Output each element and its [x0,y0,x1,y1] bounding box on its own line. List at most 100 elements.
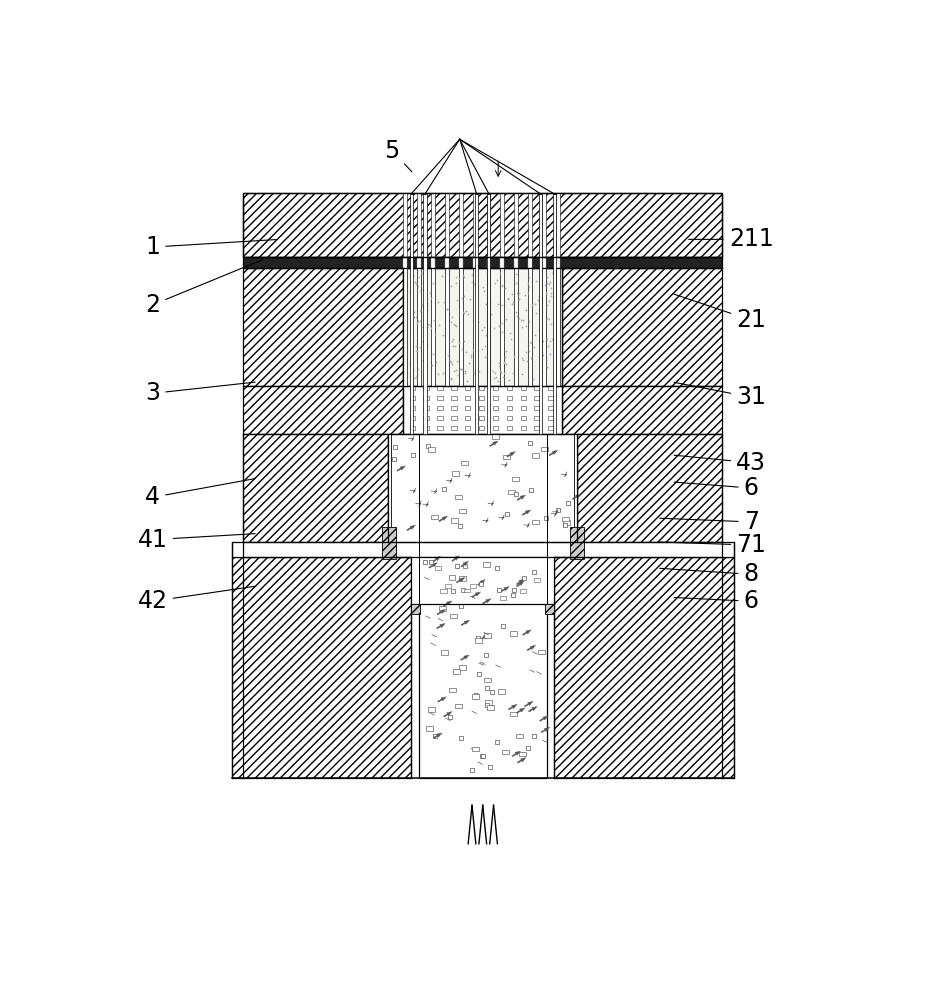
Bar [521,386,526,389]
FancyArrow shape [397,466,405,471]
Bar [548,426,554,430]
FancyArrow shape [517,758,526,763]
Bar [487,268,491,386]
Bar [553,194,556,434]
FancyArrow shape [461,620,469,626]
FancyArrow shape [500,587,510,592]
Bar [541,447,547,451]
FancyArrow shape [516,581,524,587]
Bar [479,416,484,420]
Bar [453,669,460,674]
Bar [500,268,504,386]
Bar [542,257,546,268]
Bar [533,578,540,582]
FancyArrow shape [525,701,533,707]
FancyArrow shape [437,609,446,615]
Bar [562,386,723,434]
Bar [479,426,484,430]
Bar [563,520,570,525]
Text: 43: 43 [674,451,766,475]
FancyArrow shape [407,525,415,531]
Bar [473,193,477,257]
Text: 4: 4 [145,479,255,509]
Text: 71: 71 [659,533,766,557]
Bar [556,268,560,386]
Bar [437,386,443,389]
Bar [520,589,526,593]
Bar [562,268,723,386]
Bar [521,416,526,420]
Bar [428,707,435,712]
FancyArrow shape [479,635,488,640]
Bar [450,614,457,618]
Bar [521,426,526,430]
FancyArrow shape [509,704,517,710]
Bar [431,268,435,386]
Bar [382,527,396,559]
Bar [507,416,512,420]
FancyArrow shape [439,516,447,522]
Bar [570,527,584,559]
Bar [461,461,467,465]
FancyArrow shape [528,707,537,712]
Text: 6: 6 [674,589,758,613]
Bar [487,705,494,710]
Text: 7: 7 [659,510,758,534]
Bar [410,386,415,389]
FancyArrow shape [517,495,526,501]
Bar [419,557,546,604]
Bar [463,589,470,592]
Bar [243,434,388,542]
Bar [510,631,517,636]
Bar [555,557,734,778]
Text: 42: 42 [138,586,255,613]
Bar [403,386,562,434]
Bar [534,416,540,420]
Bar [542,268,546,386]
FancyArrow shape [444,601,452,606]
Bar [498,689,505,694]
Text: 31: 31 [674,382,766,409]
FancyArrow shape [456,577,464,583]
Bar [243,386,403,434]
Bar [503,455,510,459]
Bar [455,495,462,499]
Bar [232,557,411,778]
Bar [424,386,429,389]
Bar [439,606,446,611]
Bar [487,194,491,434]
Bar [493,396,498,400]
Bar [556,193,560,257]
FancyArrow shape [523,630,531,635]
Bar [479,396,484,400]
Bar [577,434,723,542]
Bar [483,678,491,682]
Bar [459,665,465,670]
FancyArrow shape [461,655,469,660]
Bar [451,396,457,400]
Bar [435,566,441,570]
Bar [575,542,734,557]
Bar [410,426,415,430]
Bar [441,650,447,655]
FancyArrow shape [516,708,525,713]
Bar [510,712,517,716]
Bar [411,604,420,614]
Bar [388,434,577,542]
Bar [487,193,491,257]
FancyArrow shape [478,579,485,585]
Bar [548,396,554,400]
Bar [487,257,491,268]
Text: 41: 41 [138,528,255,552]
Bar [437,406,443,410]
Bar [479,406,484,410]
Bar [430,515,437,519]
Bar [388,434,391,542]
Bar [232,542,391,557]
Bar [483,562,490,567]
Bar [521,396,526,400]
Bar [460,509,466,513]
Bar [424,416,429,420]
Bar [424,406,429,410]
Bar [437,416,443,420]
